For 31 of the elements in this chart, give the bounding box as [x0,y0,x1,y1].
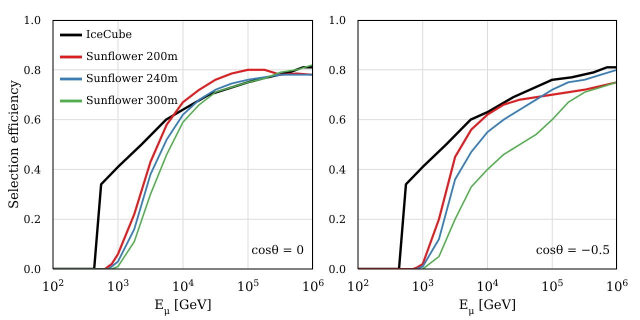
y-tick-label: 0.0 [328,263,346,276]
annotation: cosθ = 0 [251,243,304,257]
legend-label: IceCube [86,28,132,41]
y-tick-label: 1.0 [328,14,346,27]
legend-label: Sunflower 200m [86,50,178,63]
x-axis-title: E$_{μ}$ [GeV] [154,298,212,317]
y-tick-label: 0.6 [24,114,41,127]
x-tick-label: 10$^{2}$ [346,279,370,295]
y-tick-label: 0.4 [328,163,346,176]
x-tick-label: 10$^{5}$ [236,279,260,295]
x-tick-label: 10$^{4}$ [172,279,194,295]
y-tick-label: 0.8 [328,64,346,77]
legend-label: Sunflower 240m [86,72,178,85]
y-tick-label: 0.8 [24,64,41,77]
y-tick-label: 0.0 [24,263,41,276]
y-tick-label: 0.2 [328,213,346,226]
x-tick-label: 10$^{3}$ [412,279,434,295]
x-tick-label: 10$^{2}$ [42,279,64,295]
x-tick-label: 10$^{4}$ [476,279,499,295]
y-axis-title: Selection efficiency [7,80,22,209]
x-tick-label: 10$^{6}$ [606,279,628,295]
annotation: cosθ = −0.5 [536,243,610,257]
y-tick-label: 0.2 [24,213,41,226]
y-tick-label: 0.4 [24,163,41,176]
y-tick-label: 1.0 [24,14,41,27]
x-tick-label: 10$^{5}$ [541,279,564,295]
legend-label: Sunflower 300m [86,94,178,107]
x-axis-title: E$_{μ}$ [GeV] [458,298,516,317]
x-tick-label: 10$^{6}$ [302,279,324,295]
x-tick-label: 10$^{3}$ [106,279,130,295]
y-tick-label: 0.6 [328,114,346,127]
